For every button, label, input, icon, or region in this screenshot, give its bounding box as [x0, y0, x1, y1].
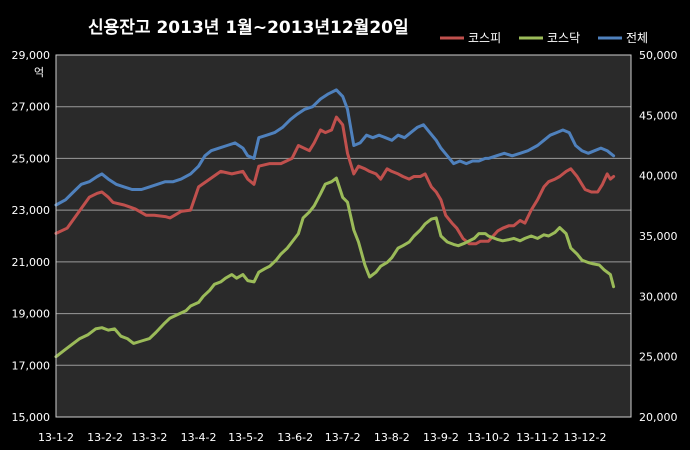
plot-border: [55, 54, 632, 418]
gridlines: [56, 106, 631, 366]
x-tick-label: 13-5-2: [228, 431, 264, 444]
x-tick-label: 13-4-2: [181, 431, 217, 444]
x-tick-label: 13-11-2: [516, 431, 559, 444]
right-tick-label: 50,000: [639, 49, 678, 62]
right-tick-label: 40,000: [639, 170, 678, 183]
left-axis-unit: 억: [34, 66, 44, 79]
legend-label: 코스피: [468, 31, 501, 45]
right-tick-label: 25,000: [639, 351, 678, 364]
left-tick-label: 27,000: [12, 101, 51, 114]
left-tick-label: 15,000: [12, 411, 51, 424]
left-tick-label: 17,000: [12, 359, 51, 372]
x-tick-label: 13-12-2: [564, 431, 607, 444]
series-line-코스닥: [54, 176, 616, 359]
right-tick-label: 30,000: [639, 290, 678, 303]
legend-label: 전체: [626, 31, 648, 45]
x-tick-label: 13-3-2: [131, 431, 167, 444]
legend: 코스피 코스닥 전체: [440, 31, 648, 45]
left-axis-ticks: 15,000 17,000 19,000 21,000 23,000 25,000 27,0…: [12, 49, 51, 424]
x-tick-label: 13-9-2: [423, 431, 459, 444]
chart-title: 신용잔고 2013년 1월~2013년12월20일: [88, 18, 409, 38]
right-axis-ticks: 20,000 25,000 30,000 35,000 40,000 45,000 50,0…: [639, 49, 678, 424]
right-tick-label: 45,000: [639, 109, 678, 122]
x-axis-ticks: 13-1-2 13-2-2 13-3-2 13-4-2 13-5-2 13-6-2 13-7…: [38, 431, 607, 444]
left-tick-label: 21,000: [12, 256, 51, 269]
x-tick-label: 13-10-2: [467, 431, 510, 444]
series-line-전체: [54, 88, 616, 207]
series-lines: [54, 88, 616, 359]
x-tick-label: 13-6-2: [277, 431, 313, 444]
right-tick-label: 35,000: [639, 230, 678, 243]
left-tick-label: 25,000: [12, 152, 51, 165]
x-tick-label: 13-8-2: [374, 431, 410, 444]
x-tick-label: 13-7-2: [325, 431, 361, 444]
right-tick-label: 20,000: [639, 411, 678, 424]
series-line-코스피: [54, 115, 616, 246]
left-tick-label: 19,000: [12, 308, 51, 321]
left-tick-label: 29,000: [12, 49, 51, 62]
x-tick-label: 13-1-2: [38, 431, 74, 444]
left-tick-label: 23,000: [12, 204, 51, 217]
x-tick-label: 13-2-2: [87, 431, 123, 444]
legend-label: 코스닥: [547, 31, 580, 45]
